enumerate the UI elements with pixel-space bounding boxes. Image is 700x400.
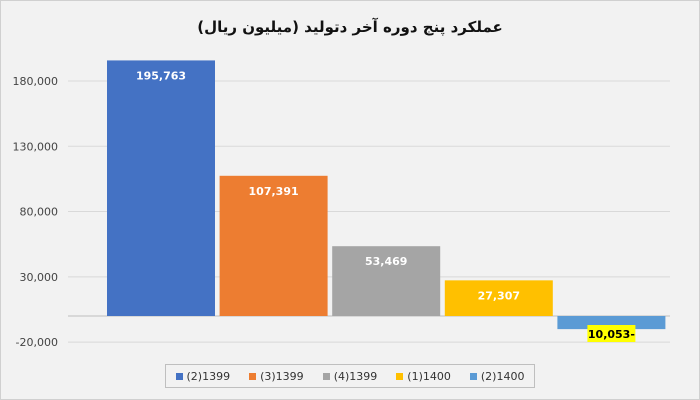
data-label: 53,469	[365, 255, 407, 268]
legend-label: (1)1400	[407, 369, 451, 383]
legend-item: (3)1399	[249, 370, 304, 383]
legend-item: (2)1400	[469, 369, 525, 383]
legend-swatch	[396, 372, 404, 380]
bar-1	[107, 60, 215, 316]
bar-5	[557, 316, 666, 330]
data-label: 107,391	[249, 185, 299, 198]
legend-item: (4)1399	[322, 369, 378, 383]
bar-2	[219, 175, 328, 316]
legend-item: (2)1399	[175, 369, 231, 383]
legend: (2)1399 (3)1399 (4)1399 (1)1400 (2)1400	[165, 364, 535, 388]
data-label: 27,307	[478, 289, 520, 302]
data-label: 10,053-	[588, 328, 635, 341]
legend-swatch	[249, 372, 257, 380]
bar-3	[332, 246, 441, 316]
data-label: 195,763	[136, 69, 186, 82]
bars	[107, 60, 666, 330]
legend-label: (2)1400	[480, 369, 525, 383]
y-tick-label: 130,000	[13, 140, 59, 153]
legend-label: (2)1399	[186, 369, 231, 383]
legend-label: (4)1399	[333, 369, 378, 383]
y-tick-label: 30,000	[20, 271, 59, 284]
legend-label: (3)1399	[260, 369, 304, 383]
data-labels: 195,763 107,391 53,469 27,307 10,053-	[136, 69, 636, 342]
legend-swatch	[175, 372, 183, 380]
bar-4	[444, 280, 553, 316]
legend-item: (1)1400	[396, 370, 451, 383]
y-axis-ticks: 180,000 130,000 80,000 30,000 -20,000	[13, 75, 59, 349]
y-tick-label: 80,000	[20, 206, 59, 219]
legend-swatch	[469, 372, 477, 380]
y-tick-label: -20,000	[16, 336, 58, 349]
chart-title: عملکرد پنج دوره آخر دتولید (میلیون ریال)	[197, 18, 503, 36]
data-label-highlight	[587, 325, 636, 342]
y-tick-label: 180,000	[13, 75, 59, 88]
legend-swatch	[322, 372, 330, 380]
